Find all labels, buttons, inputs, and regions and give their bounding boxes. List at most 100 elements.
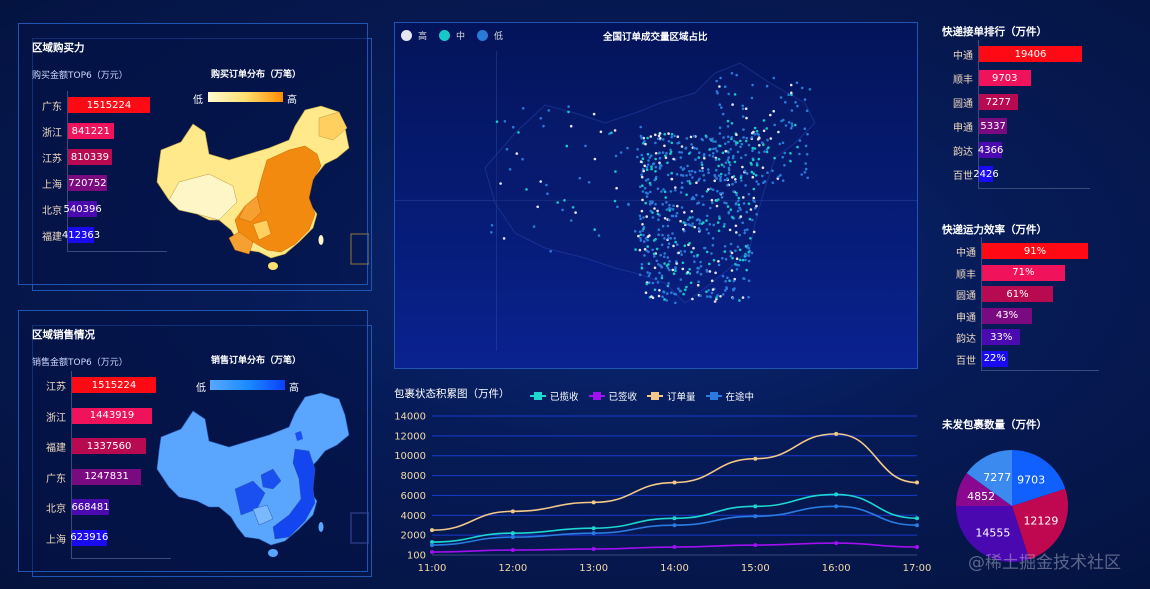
svg-text:8000: 8000 [401, 471, 426, 482]
legend-label: 已揽收 [550, 392, 579, 403]
bar: 43% [982, 307, 1033, 324]
purchase-legend-low: 低 [193, 95, 203, 106]
svg-text:6000: 6000 [401, 491, 426, 502]
package-status-line-chart: 100 2000 4000 6000 8000 10000 12000 14000 11:00 1… [394, 412, 932, 575]
sales-legend-low: 低 [196, 383, 206, 394]
sales-china-map [156, 392, 369, 557]
bar: 668481 [71, 499, 110, 515]
purchase-panel-title: 区域购买力 [32, 42, 85, 54]
svg-text:17:00: 17:00 [903, 563, 932, 574]
courier-rank-chart: 中通 19406 顺丰 9703 圆通 7277 申通 5337 韵达 4366 百世 2426 [920, 0, 1150, 200]
bar-category-label: 福建 [46, 443, 66, 454]
bar-axis-line [71, 371, 72, 558]
bar: 623916 [70, 529, 108, 546]
legend-marker-icon [588, 392, 605, 400]
line-legend-item[interactable]: 订单量 [647, 389, 696, 403]
line-legend-item[interactable]: 已签收 [588, 389, 637, 403]
bar: 1515224 [72, 377, 156, 393]
legend-label: 订单量 [667, 392, 696, 403]
svg-text:11:00: 11:00 [418, 563, 447, 574]
bar-category-label: 韵达 [953, 147, 973, 158]
line-chart-title: 包裹状态积累图（万件） [394, 388, 510, 400]
bar-category-label: 上海 [46, 534, 66, 546]
sales-bar-chart: 江苏 1515224 浙江 1443919 福建 1337560 广东 1247831 北京 66… [19, 311, 179, 573]
svg-text:10000: 10000 [394, 451, 426, 462]
svg-text:12129: 12129 [1023, 515, 1058, 528]
bar-axis-line [978, 40, 979, 188]
svg-text:4000: 4000 [401, 511, 426, 522]
bar: 33% [982, 329, 1021, 345]
bar-category-label: 广东 [42, 102, 62, 113]
national-map-panel: 高 中 低 全国订单成交量区域占比 [394, 22, 918, 369]
svg-text:14:00: 14:00 [660, 563, 689, 574]
bar: 720752 [68, 175, 107, 191]
bar: 1515224 [68, 97, 150, 113]
bar-category-label: 圆通 [956, 291, 976, 302]
bar-category-label: 申通 [956, 312, 976, 324]
bar: 5337 [979, 118, 1008, 134]
purchase-legend-high: 高 [287, 95, 297, 106]
bar-axis-line [981, 237, 982, 370]
bar: 810339 [68, 149, 112, 165]
legend-dot-icon[interactable] [401, 30, 412, 41]
svg-text:14000: 14000 [394, 412, 426, 423]
svg-text:9703: 9703 [1017, 474, 1045, 487]
purchase-bar-title: 购买金额TOP6（万元） [32, 71, 128, 81]
bar-category-label: 顺丰 [956, 269, 976, 281]
svg-text:14555: 14555 [975, 526, 1010, 539]
bar: 1337560 [72, 438, 147, 454]
line-legend-item[interactable]: 已揽收 [530, 389, 579, 403]
svg-text:15:00: 15:00 [741, 563, 770, 574]
bar: 7277 [979, 94, 1018, 110]
legend-marker-icon [705, 392, 722, 400]
bar-category-label: 中通 [956, 248, 976, 259]
bar-category-label: 顺丰 [953, 75, 973, 86]
bar-category-label: 福建 [42, 232, 62, 243]
bar-axis-baseline [981, 370, 1099, 371]
sales-legend-high: 高 [289, 383, 299, 394]
bar-axis-line [67, 91, 68, 251]
courier-efficiency-chart: 中通 91% 顺丰 71% 圆通 61% 申通 43% 韵达 33% 百世 22% [920, 0, 1150, 400]
bar-category-label: 百世 [953, 171, 973, 182]
sales-bar-title: 销售金额TOP6（万元） [32, 358, 128, 368]
purchase-legend-gradient [208, 92, 283, 102]
line-legend-item[interactable]: 在途中 [705, 389, 755, 403]
line-chart-legend: 已揽收 已签收 订单量 在途中 [530, 389, 754, 403]
bar: 2426 [973, 166, 999, 182]
sales-panel: 区域销售情况 销售金额TOP6（万元） 销售订单分布（万笔） 江苏 1515224… [18, 310, 369, 573]
sales-map-title: 销售订单分布（万笔） [211, 356, 302, 366]
legend-dot-icon[interactable] [439, 30, 451, 41]
bar-axis-baseline [67, 251, 167, 252]
bar: 9703 [979, 70, 1031, 86]
sales-legend-gradient [210, 380, 285, 390]
legend-marker-icon [530, 392, 546, 400]
bar: 540396 [64, 201, 102, 217]
bar-category-label: 江苏 [42, 154, 62, 165]
purchase-china-map [156, 105, 369, 270]
purchase-bar-chart: 广东 1515224 浙江 841221 江苏 810339 上海 720752 北京 54039… [19, 24, 179, 286]
bar-category-label: 圆通 [953, 99, 973, 110]
svg-text:12:00: 12:00 [498, 563, 527, 574]
sales-panel-title: 区域销售情况 [32, 329, 95, 341]
svg-text:4852: 4852 [967, 490, 995, 503]
bar: 4366 [978, 142, 1003, 158]
bar: 412363 [62, 227, 100, 243]
bar: 19406 [979, 46, 1082, 62]
watermark: @稀土掘金技术社区 [968, 553, 1121, 573]
bar: 841221 [68, 123, 114, 139]
courier-eff-title: 快递运力效率（万件） [942, 224, 1047, 236]
purchase-map-title: 购买订单分布（万笔） [211, 70, 302, 80]
bar: 61% [982, 286, 1054, 302]
unshipped-title: 未发包裹数量（万件） [942, 419, 1047, 431]
bar: 91% [982, 243, 1088, 259]
bar-axis-baseline [71, 558, 171, 559]
legend-label: 低 [494, 32, 504, 42]
legend-marker-icon [647, 392, 664, 400]
legend-label: 在途中 [725, 392, 755, 403]
legend-dot-icon[interactable] [477, 30, 489, 41]
courier-rank-title: 快递接单排行（万件） [942, 26, 1047, 38]
bar: 71% [982, 264, 1065, 281]
svg-text:7277: 7277 [983, 471, 1011, 484]
bar-category-label: 浙江 [42, 128, 62, 139]
bar-category-label: 广东 [46, 473, 66, 485]
